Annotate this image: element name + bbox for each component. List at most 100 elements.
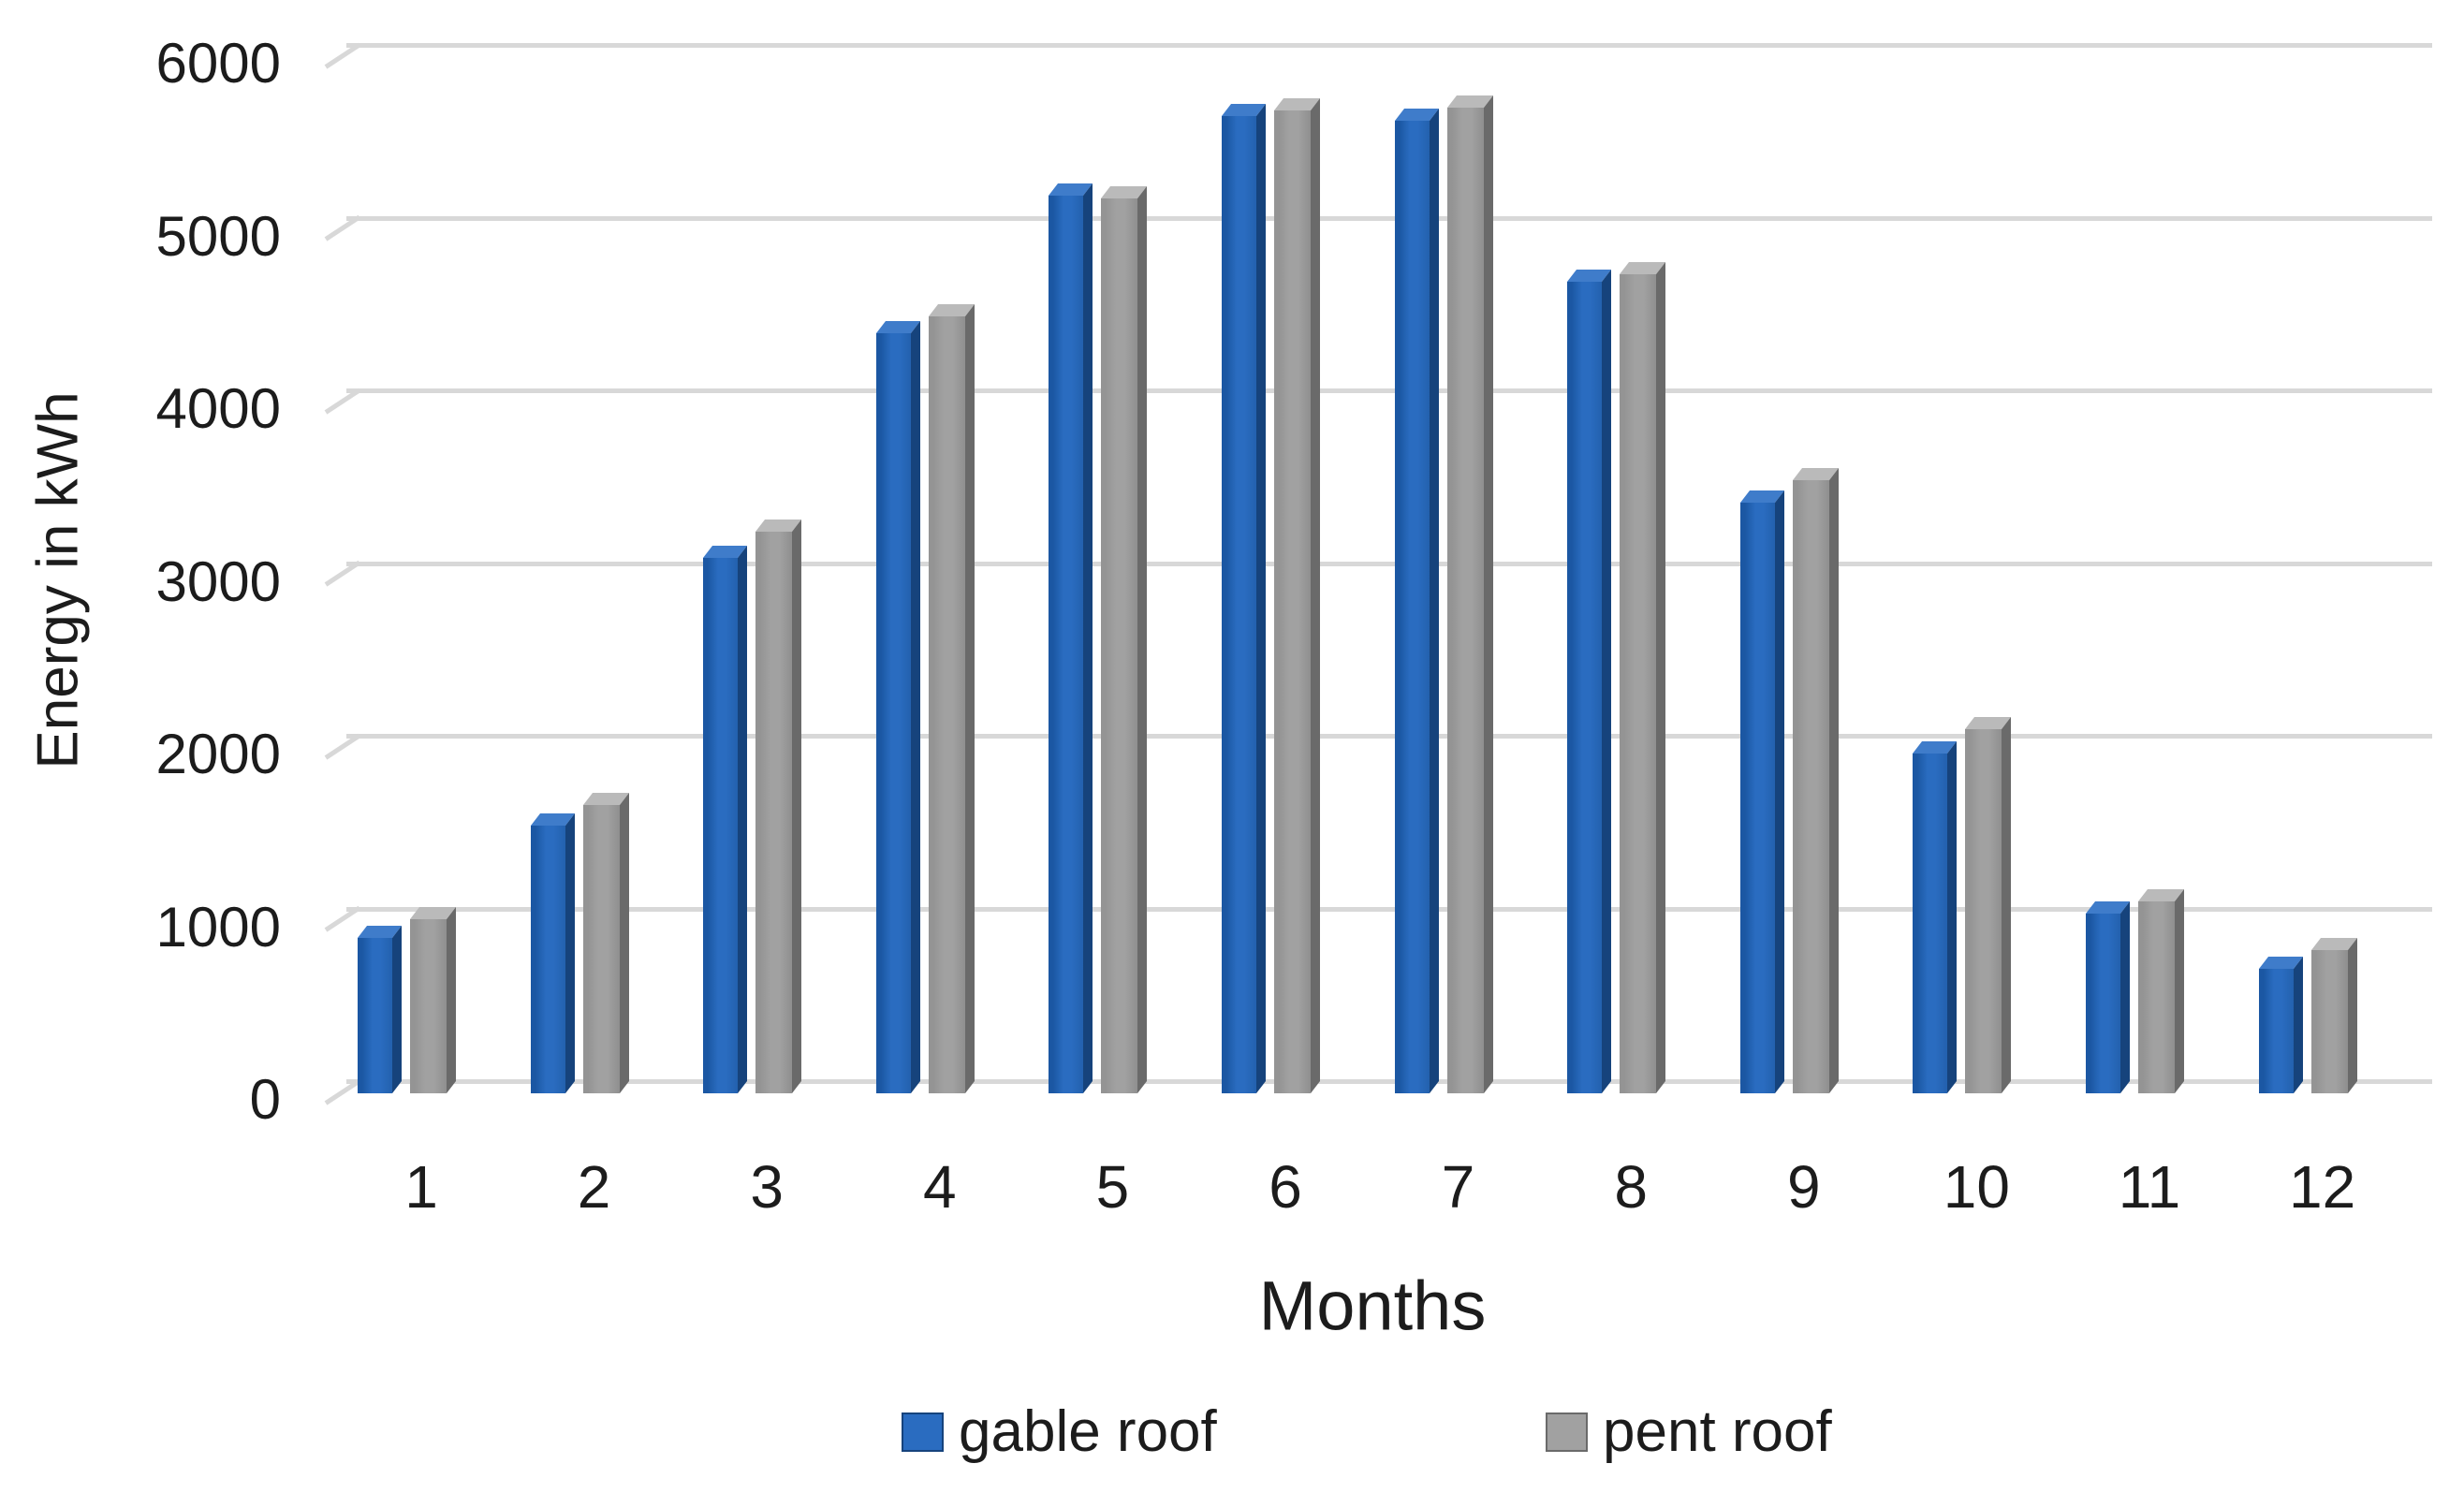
bar-face — [755, 532, 793, 1093]
bar-face — [1394, 121, 1430, 1093]
bar-face — [2086, 914, 2120, 1093]
bar-pent-roof-month-7 — [1446, 95, 1493, 1093]
x-tick-label: 6 — [1269, 1153, 1302, 1221]
bar-pent-roof-month-1 — [410, 907, 457, 1093]
bar-side — [2002, 717, 2012, 1093]
gridline-bend — [324, 42, 361, 69]
x-tick-label: 2 — [577, 1153, 611, 1221]
bar-gable-roof-month-4 — [875, 321, 920, 1093]
y-tick-label: 4000 — [155, 377, 281, 440]
bar-face — [1620, 274, 1657, 1093]
bar-gable-roof-month-11 — [2086, 901, 2131, 1093]
bar-face — [1913, 754, 1948, 1093]
bar-gable-roof-month-6 — [1222, 104, 1267, 1093]
bar-face — [1739, 503, 1775, 1093]
bar-pent-roof-month-9 — [1792, 468, 1839, 1093]
x-tick-label: 8 — [1614, 1153, 1648, 1221]
bar-side — [2293, 957, 2303, 1093]
bar-gable-roof-month-9 — [1739, 490, 1784, 1093]
bar-face — [1222, 116, 1256, 1093]
gridline-bend — [324, 388, 361, 415]
bar-face — [410, 919, 447, 1093]
bar-side — [792, 520, 802, 1093]
bar-side — [565, 813, 575, 1093]
x-tick-label: 11 — [2118, 1153, 2181, 1221]
legend-label: pent roof — [1603, 1399, 1832, 1464]
bar-pent-roof-month-11 — [2138, 889, 2185, 1093]
bar-face — [928, 316, 965, 1093]
gridline-bend — [324, 560, 361, 587]
bar-side — [910, 321, 920, 1093]
x-tick-label: 5 — [1095, 1153, 1130, 1221]
bar-pent-roof-month-2 — [582, 793, 629, 1093]
bar-side — [1137, 186, 1148, 1093]
bar-gable-roof-month-3 — [703, 546, 748, 1093]
bar-face — [1567, 282, 1603, 1093]
bar-side — [964, 304, 975, 1093]
gable-roof-legend-swatch — [902, 1412, 944, 1452]
gridline — [346, 1079, 2432, 1084]
x-tick-label: 10 — [1943, 1153, 2010, 1221]
bar-gable-roof-month-1 — [358, 926, 403, 1093]
bar-gable-roof-month-2 — [530, 813, 575, 1093]
bar-side — [392, 926, 402, 1093]
bar-pent-roof-month-6 — [1274, 98, 1321, 1093]
bar-face — [2258, 969, 2294, 1093]
bar-side — [738, 546, 748, 1093]
bar-side — [2347, 938, 2357, 1093]
bar-face — [2138, 901, 2175, 1093]
bar-face — [1446, 108, 1484, 1093]
bar-face — [1792, 480, 1829, 1093]
bar-side — [1483, 95, 1493, 1093]
y-tick-label: 5000 — [155, 204, 281, 268]
bar-face — [358, 938, 392, 1093]
bar-face — [2310, 950, 2348, 1093]
bar-gable-roof-month-8 — [1567, 270, 1612, 1093]
bar-side — [1083, 183, 1093, 1093]
y-axis-title: Energy in kWh — [25, 391, 91, 769]
bar-face — [530, 826, 565, 1093]
bar-face — [875, 333, 911, 1093]
bar-side — [447, 907, 456, 1093]
bar-side — [619, 793, 629, 1093]
bar-side — [1828, 468, 1839, 1093]
bar-pent-roof-month-12 — [2310, 938, 2357, 1093]
y-tick-label: 3000 — [155, 549, 281, 613]
bar-pent-roof-month-10 — [1965, 717, 2012, 1093]
bar-face — [1101, 198, 1138, 1093]
x-tick-label: 1 — [404, 1153, 438, 1221]
gridline — [346, 43, 2432, 48]
bar-face — [1965, 729, 2002, 1093]
gridline-bend — [324, 733, 361, 760]
bar-pent-roof-month-3 — [755, 520, 802, 1093]
gridline — [346, 561, 2432, 566]
bar-pent-roof-month-5 — [1101, 186, 1148, 1093]
legend-item-pent-roof: pent roof — [1546, 1402, 1832, 1462]
bar-side — [1256, 104, 1266, 1093]
gridline — [346, 215, 2432, 221]
legend-item-gable-roof: gable roof — [902, 1402, 1217, 1462]
bar-pent-roof-month-8 — [1620, 262, 1666, 1093]
bar-side — [2120, 901, 2130, 1093]
gridline-bend — [324, 214, 361, 242]
bar-gable-roof-month-10 — [1913, 741, 1958, 1093]
y-tick-label: 1000 — [155, 895, 281, 959]
bar-face — [1049, 196, 1084, 1093]
bar-side — [1311, 98, 1320, 1093]
x-tick-label: 9 — [1787, 1153, 1821, 1221]
y-tick-label: 2000 — [155, 723, 281, 785]
gridline-bend — [324, 1078, 361, 1105]
bar-face — [582, 805, 620, 1093]
gridline — [346, 388, 2432, 393]
bar-side — [1429, 109, 1439, 1093]
bar-gable-roof-month-5 — [1049, 183, 1093, 1093]
bar-pent-roof-month-4 — [928, 304, 975, 1093]
bar-side — [1656, 262, 1666, 1093]
x-axis-title: Months — [1258, 1266, 1487, 1345]
y-tick-label: 6000 — [155, 32, 281, 95]
gridline — [346, 906, 2432, 912]
x-tick-label: 12 — [2289, 1153, 2356, 1221]
bar-side — [1774, 490, 1784, 1093]
bar-gable-roof-month-7 — [1394, 109, 1439, 1093]
